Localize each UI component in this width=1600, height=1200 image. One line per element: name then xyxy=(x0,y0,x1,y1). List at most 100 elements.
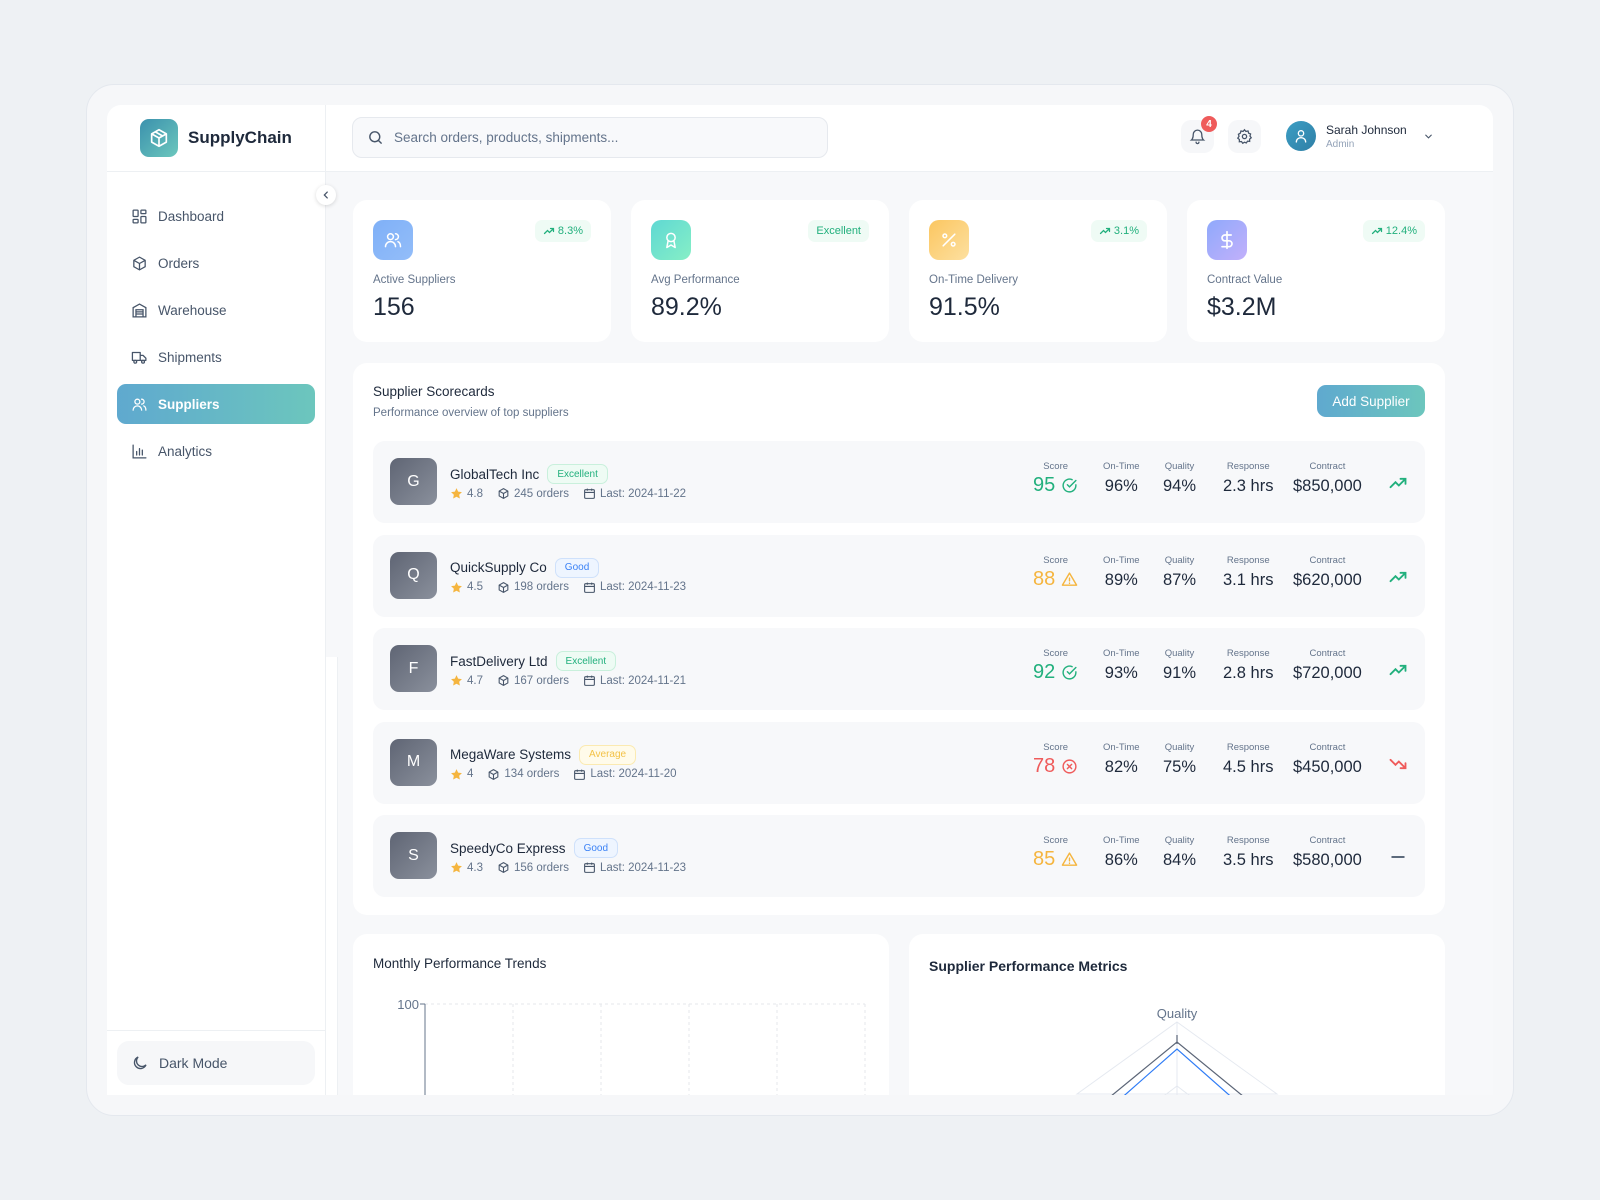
supplier-row[interactable]: F FastDelivery Ltd Excellent 4.7 167 orders L… xyxy=(373,628,1425,710)
top-header: 4 Sarah Johnson Admin xyxy=(326,105,1493,172)
supplier-meta: 4.7 167 orders Last: 2024-11-21 xyxy=(450,674,700,687)
avatar xyxy=(1286,121,1316,151)
supplier-row[interactable]: M MegaWare Systems Average 4 134 orders Last:… xyxy=(373,721,1425,804)
response-metric: Response 3.5 hrs xyxy=(1223,835,1274,869)
supplier-name: GlobalTech Inc xyxy=(450,466,540,482)
package-icon xyxy=(498,862,509,873)
sidebar-edge xyxy=(326,657,338,1095)
svg-text:100: 100 xyxy=(397,997,419,1012)
package-icon xyxy=(498,488,509,499)
svg-text:Quality: Quality xyxy=(1157,1006,1198,1021)
sidebar-item-dashboard[interactable]: Dashboard xyxy=(117,196,315,236)
order-count: 167 orders xyxy=(497,674,569,687)
supplier-name-line: MegaWare Systems Average xyxy=(450,744,637,765)
last-order-date: Last: 2024-11-23 xyxy=(583,861,686,874)
section-title: Supplier Scorecards xyxy=(373,384,495,399)
quality-metric: Quality 75% xyxy=(1163,741,1197,776)
supplier-name: FastDelivery Ltd xyxy=(450,653,548,669)
stat-card-contract-value: 12.4% Contract Value $3.2M xyxy=(1187,200,1445,342)
trend-indicator xyxy=(1388,754,1408,779)
supplier-row[interactable]: Q QuickSupply Co Good 4.5 198 orders Last: 20… xyxy=(373,534,1425,617)
supplier-scorecards-panel: Supplier Scorecards Performance overview… xyxy=(353,363,1445,915)
trend-badge: 8.3% xyxy=(534,220,591,242)
sidebar-item-shipments[interactable]: Shipments xyxy=(117,337,315,377)
supplier-row[interactable]: S SpeedyCo Express Good 4.3 156 orders Last: … xyxy=(373,815,1425,897)
calendar-icon xyxy=(584,675,595,686)
add-supplier-button[interactable]: Add Supplier xyxy=(1317,385,1425,417)
bar-chart-icon xyxy=(132,443,147,459)
user-role: Admin xyxy=(1326,138,1355,150)
trend-indicator xyxy=(1388,660,1408,685)
tier-badge: Good xyxy=(573,838,619,858)
sidebar-item-warehouse[interactable]: Warehouse xyxy=(117,290,315,330)
trend-up-icon xyxy=(1389,477,1407,489)
supplier-avatar: G xyxy=(390,458,437,505)
warning-icon xyxy=(1061,571,1078,586)
rating: 4.8 xyxy=(450,487,483,500)
stat-value: 156 xyxy=(373,293,415,321)
score-metric: Score 88 xyxy=(1033,555,1078,591)
supplier-avatar: F xyxy=(390,645,437,692)
search-icon xyxy=(369,131,382,144)
user-menu[interactable]: Sarah Johnson Admin xyxy=(1286,121,1434,151)
supplier-name: MegaWare Systems xyxy=(450,747,572,762)
stat-label: On-Time Delivery xyxy=(929,274,1019,286)
percent-icon xyxy=(929,220,969,260)
check-circle-icon xyxy=(1062,478,1077,493)
gear-icon xyxy=(1236,128,1253,145)
dark-mode-label: Dark Mode xyxy=(159,1055,228,1071)
rating: 4.3 xyxy=(450,861,483,874)
supplier-name-line: SpeedyCo Express Good xyxy=(450,838,619,858)
supplier-name: QuickSupply Co xyxy=(450,560,547,575)
sidebar-item-label: Warehouse xyxy=(158,302,227,318)
stat-card-active-suppliers: 8.3% Active Suppliers 156 xyxy=(353,200,611,342)
notifications-button[interactable]: 4 xyxy=(1181,116,1217,153)
search-bar[interactable] xyxy=(352,117,828,158)
sidebar-nav: Dashboard Orders Warehouse Shipments Sup… xyxy=(107,172,325,471)
minus-icon xyxy=(1391,856,1405,858)
warning-icon xyxy=(1061,852,1078,866)
stat-label: Active Suppliers xyxy=(373,274,456,286)
tier-badge: Good xyxy=(554,557,600,578)
radar-chart: Quality xyxy=(1075,1006,1279,1095)
sidebar-item-analytics[interactable]: Analytics xyxy=(117,431,315,471)
trend-badge: 3.1% xyxy=(1090,220,1147,242)
on-time-metric: On-Time 93% xyxy=(1103,648,1140,682)
notification-count-badge: 4 xyxy=(1201,116,1217,132)
last-order-date: Last: 2024-11-21 xyxy=(583,674,686,687)
supplier-meta: 4.5 198 orders Last: 2024-11-23 xyxy=(450,581,700,594)
calendar-icon xyxy=(584,488,595,499)
calendar-icon xyxy=(584,862,595,873)
settings-button[interactable] xyxy=(1228,120,1261,153)
trend-down-icon xyxy=(1389,758,1407,769)
search-input[interactable] xyxy=(394,130,794,145)
contract-metric: Contract $580,000 xyxy=(1293,835,1362,869)
response-metric: Response 2.3 hrs xyxy=(1223,461,1274,495)
bell-icon xyxy=(1189,129,1206,145)
trend-up-icon xyxy=(1371,227,1382,235)
order-count: 156 orders xyxy=(497,861,569,874)
supplier-avatar: Q xyxy=(390,551,437,599)
score-value: 78 xyxy=(1033,754,1056,777)
status-badge: Excellent xyxy=(808,220,869,242)
stat-value: $3.2M xyxy=(1207,293,1277,321)
sidebar-item-label: Dashboard xyxy=(158,208,225,224)
stat-label: Avg Performance xyxy=(651,274,740,286)
response-metric: Response 2.8 hrs xyxy=(1223,648,1274,682)
last-order-date: Last: 2024-11-20 xyxy=(573,768,677,781)
dark-mode-toggle[interactable]: Dark Mode xyxy=(117,1041,315,1085)
line-chart: 100 xyxy=(397,997,866,1095)
section-subtitle: Performance overview of top suppliers xyxy=(373,407,569,419)
chevron-down-icon xyxy=(1424,134,1432,139)
supplier-row[interactable]: G GlobalTech Inc Excellent 4.8 245 orders Las… xyxy=(373,441,1425,523)
supplier-avatar: S xyxy=(390,832,437,879)
chevron-left-icon xyxy=(323,191,328,199)
collapse-sidebar-button[interactable] xyxy=(316,185,336,205)
sidebar-item-orders[interactable]: Orders xyxy=(117,243,315,283)
on-time-metric: On-Time 82% xyxy=(1103,741,1140,776)
trend-up-icon xyxy=(1099,227,1111,235)
supplier-meta: 4.8 245 orders Last: 2024-11-22 xyxy=(450,487,700,500)
trend-indicator xyxy=(1388,847,1408,872)
sidebar-item-suppliers[interactable]: Suppliers xyxy=(117,384,315,424)
supplier-metrics-radar-chart: Supplier Performance Metrics Quality xyxy=(909,934,1445,1095)
